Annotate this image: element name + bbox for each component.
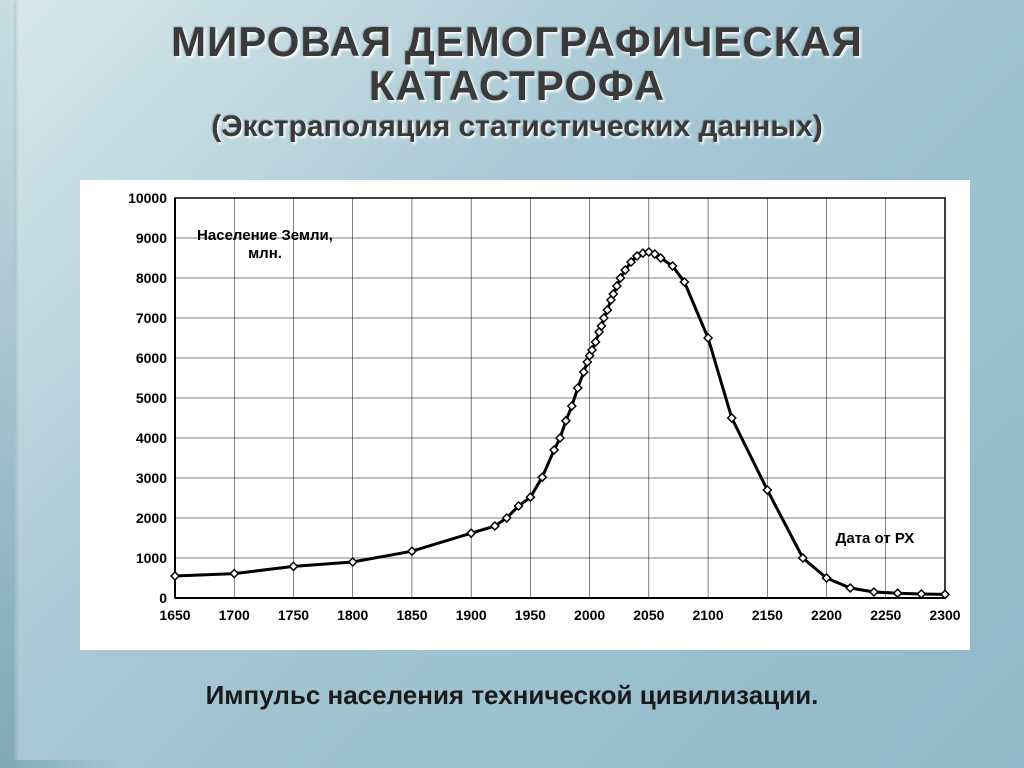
svg-text:8000: 8000 [136,270,167,286]
svg-text:1850: 1850 [396,607,427,623]
svg-text:5000: 5000 [136,390,167,406]
svg-text:Дата от РХ: Дата от РХ [836,530,915,547]
svg-text:2000: 2000 [574,607,605,623]
svg-text:0: 0 [159,590,167,606]
svg-text:2100: 2100 [692,607,723,623]
title-line2: КАТАСТРОФА [40,64,994,108]
svg-text:2050: 2050 [633,607,664,623]
slide-left-accent [0,0,14,768]
svg-text:1700: 1700 [219,607,250,623]
population-chart: 0 1000 2000 3000 4000 5000 6000 7000 8000 9000 100… [80,180,970,650]
svg-text:1650: 1650 [159,607,190,623]
svg-text:1800: 1800 [337,607,368,623]
title-line1: МИРОВАЯ ДЕМОГРАФИЧЕСКАЯ [40,20,994,64]
caption-text: Импульс населения технической цивилизаци… [0,680,1024,711]
svg-text:3000: 3000 [136,470,167,486]
svg-text:2150: 2150 [752,607,783,623]
svg-text:7000: 7000 [136,310,167,326]
slide-bottom-accent [0,760,120,768]
svg-text:2200: 2200 [811,607,842,623]
svg-text:Население Земли,: Население Земли, [197,227,333,244]
svg-text:1750: 1750 [278,607,309,623]
svg-text:1950: 1950 [515,607,546,623]
svg-text:1900: 1900 [456,607,487,623]
svg-text:6000: 6000 [136,350,167,366]
title-subtitle: (Экстраполяция статистических данных) [40,110,994,144]
chart-svg: 0 1000 2000 3000 4000 5000 6000 7000 8000 9000 100… [80,180,970,650]
svg-text:2250: 2250 [870,607,901,623]
svg-text:2300: 2300 [929,607,960,623]
svg-text:10000: 10000 [128,190,167,206]
title-block: МИРОВАЯ ДЕМОГРАФИЧЕСКАЯ КАТАСТРОФА (Экст… [40,20,994,144]
svg-text:4000: 4000 [136,430,167,446]
svg-text:2000: 2000 [136,510,167,526]
svg-text:1000: 1000 [136,550,167,566]
svg-text:9000: 9000 [136,230,167,246]
svg-text:млн.: млн. [248,245,282,262]
